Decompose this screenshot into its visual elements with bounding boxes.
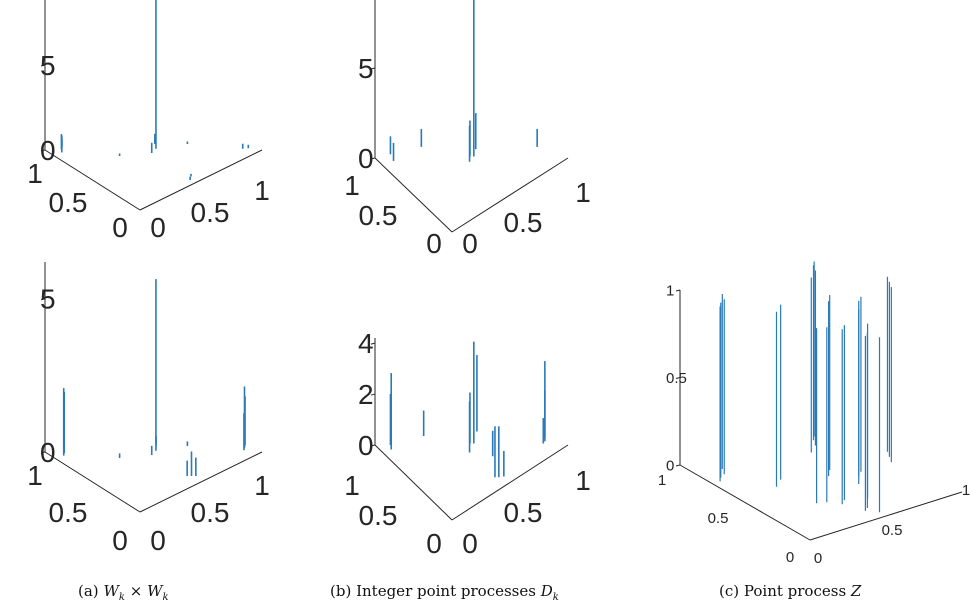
y-tick-label: 0 <box>112 212 128 243</box>
x-tick-label: 0.5 <box>191 497 230 528</box>
z-tick-label: 5 <box>40 284 56 315</box>
z-tick-mark <box>675 289 681 292</box>
z-tick-label: 0 <box>358 430 374 461</box>
z-tick-mark <box>370 444 376 447</box>
z-tick-mark <box>40 149 46 152</box>
z-tick-label: 4 <box>358 328 374 359</box>
z-tick-mark <box>675 464 681 467</box>
z-tick-mark <box>40 451 46 454</box>
y-tick-label: 0 <box>426 528 442 559</box>
y-axis <box>44 149 141 211</box>
z-tick-label: 2 <box>358 379 374 410</box>
y-axis <box>44 451 141 513</box>
x-tick-label: 1 <box>575 177 591 208</box>
x-tick-label: 0 <box>150 525 166 556</box>
y-axis <box>374 157 453 233</box>
z-tick-label: 0 <box>40 437 56 468</box>
z-tick-mark <box>370 157 376 160</box>
caption-a: (a) Wk × Wk <box>78 582 169 603</box>
caption-c: (c) Point process Z <box>719 582 862 600</box>
x-tick-label: 0 <box>814 550 822 567</box>
x-tick-label: 1 <box>962 482 970 499</box>
y-tick-label: 1 <box>27 158 43 189</box>
z-tick-label: 1 <box>666 282 674 299</box>
x-tick-label: 1 <box>254 175 270 206</box>
z-tick-mark <box>40 64 46 67</box>
x-tick-label: 0 <box>462 528 478 559</box>
x-tick-label: 1 <box>254 470 270 501</box>
z-tick-label: 0 <box>40 135 56 166</box>
x-tick-label: 0 <box>462 228 478 259</box>
z-tick-label: 0 <box>358 143 374 174</box>
y-tick-label: 0 <box>426 228 442 259</box>
y-tick-label: 0.5 <box>359 200 398 231</box>
y-tick-label: 0.5 <box>359 500 398 531</box>
z-tick-mark <box>370 393 376 396</box>
y-tick-label: 1 <box>658 472 666 489</box>
z-tick-label: 5 <box>40 50 56 81</box>
caption-b: (b) Integer point processes Dk <box>330 582 559 603</box>
x-axis <box>451 157 569 233</box>
y-tick-label: 1 <box>27 460 43 491</box>
x-tick-label: 0 <box>150 212 166 243</box>
y-tick-label: 1 <box>344 470 360 501</box>
y-tick-label: 0 <box>786 549 794 566</box>
y-tick-label: 0.5 <box>708 510 729 527</box>
x-tick-label: 0.5 <box>504 207 543 238</box>
z-tick-label: 0 <box>666 457 674 474</box>
x-tick-label: 0.5 <box>504 497 543 528</box>
y-tick-label: 0 <box>112 525 128 556</box>
x-axis <box>139 149 263 211</box>
y-tick-label: 0.5 <box>49 497 88 528</box>
z-tick-label: 5 <box>358 53 374 84</box>
x-tick-label: 1 <box>575 465 591 496</box>
x-axis <box>139 451 263 513</box>
x-axis <box>809 491 963 541</box>
z-tick-mark <box>40 298 46 301</box>
x-tick-label: 0.5 <box>191 197 230 228</box>
y-tick-label: 0.5 <box>49 187 88 218</box>
y-axis <box>374 444 453 521</box>
x-axis <box>451 444 569 521</box>
x-tick-label: 0.5 <box>882 522 903 539</box>
z-tick-mark <box>370 67 376 70</box>
y-axis <box>679 464 811 541</box>
z-tick-mark <box>675 377 681 379</box>
z-tick-mark <box>370 342 376 345</box>
y-tick-label: 1 <box>344 170 360 201</box>
